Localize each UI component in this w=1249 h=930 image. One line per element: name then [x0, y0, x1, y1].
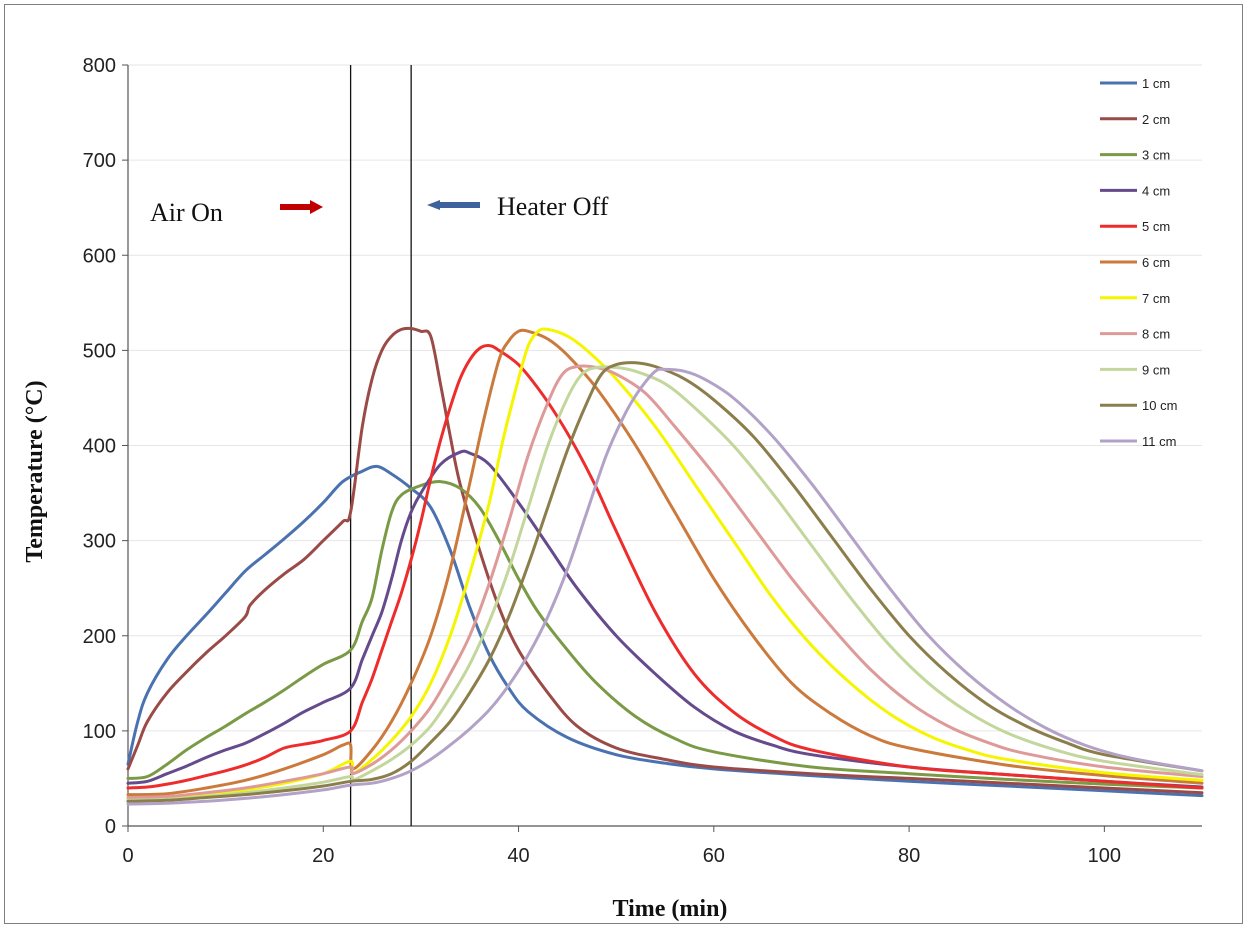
x-tick-label: 80 [898, 845, 920, 867]
annotation-air-on: Air On [150, 198, 223, 227]
x-tick-label: 0 [122, 845, 133, 867]
chart-frame [4, 4, 1243, 924]
y-tick-label: 500 [83, 340, 116, 362]
x-axis-title: Time (min) [613, 896, 728, 922]
legend[interactable]: 1 cm 2 cm 3 cm 4 cm 5 cm 6 cm 7 cm 8 cm 9 cm 10 c… [1100, 76, 1177, 449]
legend-label[interactable]: 8 cm [1142, 327, 1170, 342]
legend-label[interactable]: 11 cm [1142, 434, 1176, 449]
series-line-4 [126, 449, 1204, 789]
series-line-7 [126, 327, 1204, 801]
x-tick-label: 40 [507, 845, 529, 867]
y-tick-label: 600 [83, 245, 116, 267]
x-tick-label: 60 [703, 845, 725, 867]
y-tick-label: 700 [83, 150, 116, 172]
y-tick-label: 0 [105, 816, 116, 838]
series-line-5 [126, 344, 1204, 790]
legend-label[interactable]: 4 cm [1142, 183, 1170, 198]
series-line-8 [126, 364, 1204, 799]
y-tick-label: 100 [83, 721, 116, 743]
legend-label[interactable]: 6 cm [1142, 255, 1170, 270]
legend-label[interactable]: 7 cm [1142, 291, 1170, 306]
annotations: Air On Heater Off [150, 192, 609, 227]
annotation-heater-off: Heater Off [497, 192, 609, 221]
y-tick-label: 200 [83, 626, 116, 648]
legend-label[interactable]: 5 cm [1142, 219, 1170, 234]
series-line-3 [126, 480, 1204, 790]
axes: 0 100 200 300 400 500 600 700 800 0 20 40 60 80 100 [83, 55, 1202, 867]
legend-label[interactable]: 2 cm [1142, 112, 1170, 127]
event-lines [349, 65, 412, 826]
gridlines [128, 64, 1202, 732]
series-line-2 [126, 326, 1204, 795]
legend-label[interactable]: 9 cm [1142, 362, 1170, 377]
y-tick-label: 300 [83, 531, 116, 553]
series-line-9 [126, 365, 1204, 802]
y-tick-label: 800 [83, 55, 116, 77]
legend-label[interactable]: 1 cm [1142, 76, 1170, 91]
series-line-11 [126, 367, 1204, 806]
x-tick-label: 20 [312, 845, 334, 867]
x-tick-label: 100 [1088, 845, 1121, 867]
series-line-10 [126, 361, 1204, 803]
y-tick-label: 400 [83, 436, 116, 458]
legend-label[interactable]: 3 cm [1142, 148, 1170, 163]
series-line-6 [126, 328, 1204, 797]
legend-label[interactable]: 10 cm [1142, 398, 1177, 413]
series-lines [126, 326, 1204, 806]
y-axis-title: Temperature (°C) [22, 380, 48, 562]
arrow-right-icon-head [310, 200, 323, 214]
arrow-left-icon-head [427, 200, 440, 210]
